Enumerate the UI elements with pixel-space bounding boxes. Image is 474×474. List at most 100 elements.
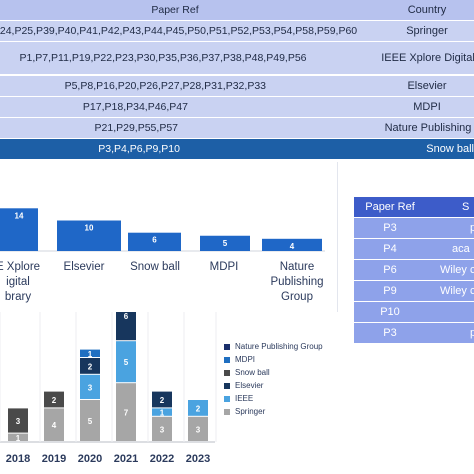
bar-category-label: MDPI (196, 260, 252, 275)
table-row: P24,P25,P39,P40,P41,P42,P43,P44,P45,P50,… (0, 21, 474, 41)
side-row-ref: P9 (383, 285, 397, 297)
row-country: Snow ball (426, 143, 474, 155)
bar-category-text: E Xplore igital brary (0, 261, 41, 303)
legend-swatch (224, 356, 230, 363)
legend-label: Elsevier (235, 381, 264, 390)
table-row: P17,P18,P34,P46,P47 MDPI (0, 97, 474, 117)
legend-item: Snow ball (224, 366, 323, 379)
table-row: P3 p (354, 218, 474, 238)
stack-segment (188, 400, 208, 416)
legend-swatch (224, 343, 230, 350)
legend-label: MDPI (235, 355, 255, 364)
bar-value-label: 6 (152, 236, 157, 245)
bar-category-label: E Xplore igital brary (0, 260, 54, 305)
side-row-ref: P10 (380, 306, 400, 318)
row-paper-refs: P24,P25,P39,P40,P41,P42,P43,P44,P45,P50,… (0, 25, 358, 37)
table-row: P1,P7,P11,P19,P22,P23,P30,P35,P36,P37,P3… (0, 42, 474, 74)
stack-segment (80, 374, 100, 399)
segment-value-label: 5 (88, 417, 93, 426)
side-row-col2 (426, 302, 474, 322)
bar-value-label: 10 (85, 224, 94, 233)
table-row: P10 (354, 302, 474, 322)
stack-segment (44, 391, 64, 408)
bar (262, 238, 322, 251)
bar-value-label: 4 (290, 242, 295, 251)
segment-value-label: 3 (88, 383, 93, 392)
legend-label: IEEE (235, 394, 254, 403)
side-row-col2: Wiley c (440, 285, 474, 297)
segment-value-label: 6 (124, 312, 129, 321)
legend-swatch (224, 382, 230, 389)
stack-segment (8, 433, 28, 441)
bar (128, 232, 181, 251)
table-row: P21,P29,P55,P57 Nature Publishing (0, 118, 474, 138)
bar-category-label: Elsevier (54, 260, 114, 275)
row-paper-refs: P17,P18,P34,P46,P47 (82, 101, 188, 113)
stack-segment (188, 416, 208, 441)
side-row-ref: P4 (383, 243, 397, 255)
year-tick-label: 2022 (150, 453, 174, 465)
segment-value-label: 1 (16, 434, 21, 443)
bar-category-label: Nature Publishing Group (262, 260, 332, 305)
side-row-col2: p (470, 222, 474, 234)
segment-value-label: 4 (52, 421, 57, 430)
bar (57, 220, 121, 251)
segment-value-label: 7 (124, 409, 129, 418)
row-country: IEEE Xplore Digital (381, 52, 474, 64)
side-row-col2: p (470, 327, 474, 339)
stack-segment (116, 312, 136, 341)
bar-category-text: Elsevier (63, 261, 105, 273)
table-row: P4 aca (354, 239, 474, 259)
bar-value-label: 14 (15, 211, 24, 220)
year-tick-label: 2018 (6, 453, 30, 465)
year-tick-label: 2020 (78, 453, 102, 465)
side-row-ref: P3 (383, 222, 397, 234)
legend-label: Nature Publishing Group (235, 342, 323, 351)
year-tick-label: 2023 (186, 453, 210, 465)
bar-category-text: Snow ball (130, 261, 180, 273)
bar-category-text: Nature Publishing Group (270, 261, 324, 303)
stack-segment (116, 383, 136, 441)
segment-value-label: 5 (124, 358, 129, 367)
table-row-highlighted: P3,P4,P6,P9,P10 Snow ball (0, 139, 474, 159)
row-paper-refs: P5,P8,P16,P20,P26,P27,P28,P31,P32,P33 (64, 80, 266, 92)
stack-segment (152, 391, 172, 408)
bar (200, 235, 250, 251)
panel-divider (337, 162, 338, 312)
bar-category-text: MDPI (209, 261, 239, 273)
segment-value-label: 2 (160, 396, 165, 405)
segment-value-label: 3 (196, 425, 201, 434)
side-row-col2: aca (452, 243, 470, 255)
side-header-col2: S (462, 201, 470, 213)
legend-swatch (224, 395, 230, 402)
row-country: Springer (406, 25, 448, 37)
legend-item: Nature Publishing Group (224, 340, 323, 353)
row-country: MDPI (413, 101, 441, 113)
legend-item: MDPI (224, 353, 323, 366)
stack-segment (80, 400, 100, 441)
segment-value-label: 1 (160, 409, 165, 418)
segment-value-label: 3 (160, 425, 165, 434)
stack-segment (44, 408, 64, 441)
bar-chart-svg: 14 10 6 5 4 (0, 208, 325, 252)
year-tick-label: 2021 (114, 453, 138, 465)
segment-value-label: 3 (16, 417, 21, 426)
chart-legend: Nature Publishing Group MDPI Snow ball Else… (224, 340, 323, 418)
stack-segment (80, 349, 100, 357)
stacked-chart-svg: 1320184220195321202075611202131220223220… (0, 312, 217, 465)
bar-value-label: 5 (223, 239, 228, 248)
year-tick-label: 2019 (42, 453, 66, 465)
legend-label: Springer (235, 407, 266, 416)
side-header-ref: Paper Ref (365, 201, 415, 213)
yearly-stacked-chart: 1320184220195321202075611202131220223220… (0, 312, 350, 474)
stack-segment (116, 341, 136, 383)
row-country: Elsevier (407, 80, 447, 92)
side-table-header: Paper Ref S (354, 197, 474, 217)
table-row: P5,P8,P16,P20,P26,P27,P28,P31,P32,P33 El… (0, 76, 474, 96)
segment-value-label: 2 (196, 404, 201, 413)
table-header-row: Paper Ref Country (0, 0, 474, 20)
stack-segment (152, 408, 172, 416)
stack-segment (80, 358, 100, 374)
row-country: Nature Publishing (384, 122, 472, 134)
legend-label: Snow ball (235, 368, 270, 377)
